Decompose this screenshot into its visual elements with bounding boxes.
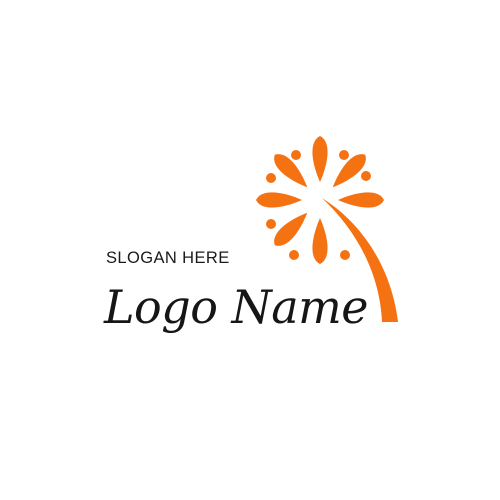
stem-shape	[322, 198, 398, 322]
logo-name-text: Logo Name	[104, 280, 369, 334]
slogan-text: SLOGAN HERE	[106, 249, 230, 267]
